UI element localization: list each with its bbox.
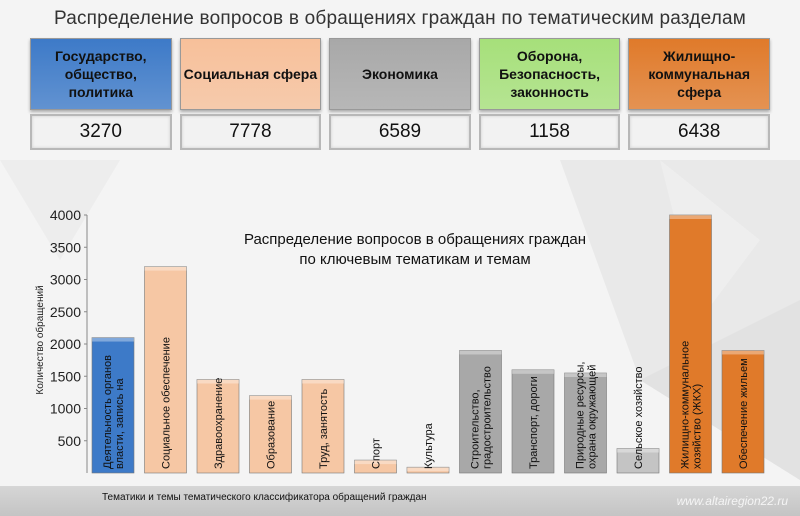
bar-chart: 500 1000 1500 2000 2500 3000 3500 4000 Деятельн… <box>34 207 765 474</box>
chart-bars: Деятельность органоввласти, запись на Соц… <box>91 214 765 474</box>
bar <box>459 350 502 474</box>
category-label: Сельское хозяйство <box>633 367 645 469</box>
bar-highlight <box>617 448 659 453</box>
value-housing-utilities: 6438 <box>628 114 770 150</box>
y-axis-label: Количество обращений <box>34 285 46 394</box>
bar <box>616 448 660 474</box>
bar-highlight <box>459 350 502 355</box>
value-row: 3270 7778 6589 1158 6438 <box>30 114 770 150</box>
category-label: Здравоохранение <box>213 378 225 469</box>
bar-highlight <box>197 379 239 384</box>
category-social-sphere: Социальная сфера <box>179 38 322 110</box>
bar-highlight <box>722 350 764 355</box>
y-tick-label: 1000 <box>50 401 81 417</box>
category-label: Жилищно-коммунальноехозяйство (ЖКХ) <box>680 341 704 469</box>
bar-highlight <box>92 337 134 342</box>
footer-bar <box>0 486 800 516</box>
bar-highlight <box>354 460 397 465</box>
bar <box>511 369 555 474</box>
category-label: Транспорт, дороги <box>528 376 540 469</box>
bar-highlight <box>564 373 607 378</box>
category-label: Труд, занятость <box>318 388 330 469</box>
bar <box>721 350 765 474</box>
bar <box>301 379 345 474</box>
category-label: Культура <box>423 422 435 469</box>
category-label: Строительство,градостроительство <box>470 366 494 469</box>
x-axis-label: Тематики и темы тематического классифика… <box>102 492 427 503</box>
chart-title: Распределение вопросов в обращениях граж… <box>244 231 586 248</box>
y-tick-label: 2000 <box>50 336 81 352</box>
category-defense-security-law: Оборона, Безопасность, законность <box>478 38 621 110</box>
category-label: Обеспечение жильем <box>738 358 750 469</box>
category-economy: Экономика <box>329 38 471 110</box>
bar-highlight <box>512 369 554 374</box>
bar <box>669 214 712 474</box>
y-tick-label: 500 <box>58 433 82 449</box>
y-tick-label: 3500 <box>50 239 81 255</box>
bar-highlight <box>302 379 344 384</box>
y-tick-label: 4000 <box>50 207 81 223</box>
value-state-society-politics: 3270 <box>30 114 172 150</box>
bar <box>91 337 135 474</box>
category-label: Природные ресурсы,охрана окружающей <box>575 362 599 469</box>
bar-highlight <box>669 215 712 219</box>
chart-subtitle: по ключевым тематикам и темам <box>299 251 530 268</box>
bar <box>354 459 397 474</box>
category-label: Образование <box>266 401 278 469</box>
bar <box>249 395 292 474</box>
category-label: Деятельность органоввласти, запись на <box>102 355 126 469</box>
bar <box>144 266 187 474</box>
category-row: Государство, общество, политика Социальн… <box>30 38 770 110</box>
category-label: Спорт <box>371 438 383 469</box>
y-tick-label: 1500 <box>50 368 81 384</box>
y-tick-label: 3000 <box>50 272 81 288</box>
bar <box>564 372 607 474</box>
bar <box>196 379 240 474</box>
value-economy: 6589 <box>329 114 471 150</box>
value-social-sphere: 7778 <box>179 114 322 150</box>
category-housing-utilities: Жилищно-коммунальная сфера <box>628 38 770 110</box>
y-tick-label: 2500 <box>50 304 81 320</box>
category-state-society-politics: Государство, общество, политика <box>30 38 172 110</box>
bar-highlight <box>407 467 449 472</box>
bar-highlight <box>249 395 292 400</box>
chart-axes: 500 1000 1500 2000 2500 3000 3500 4000 <box>50 207 88 473</box>
bar <box>406 466 450 474</box>
page-title: Распределение вопросов в обращениях граж… <box>53 8 747 29</box>
category-label: Социальное обеспечение <box>161 337 173 469</box>
bar-highlight <box>144 266 187 271</box>
watermark: www.altairegion22.ru <box>676 494 788 508</box>
value-defense-security-law: 1158 <box>478 114 621 150</box>
